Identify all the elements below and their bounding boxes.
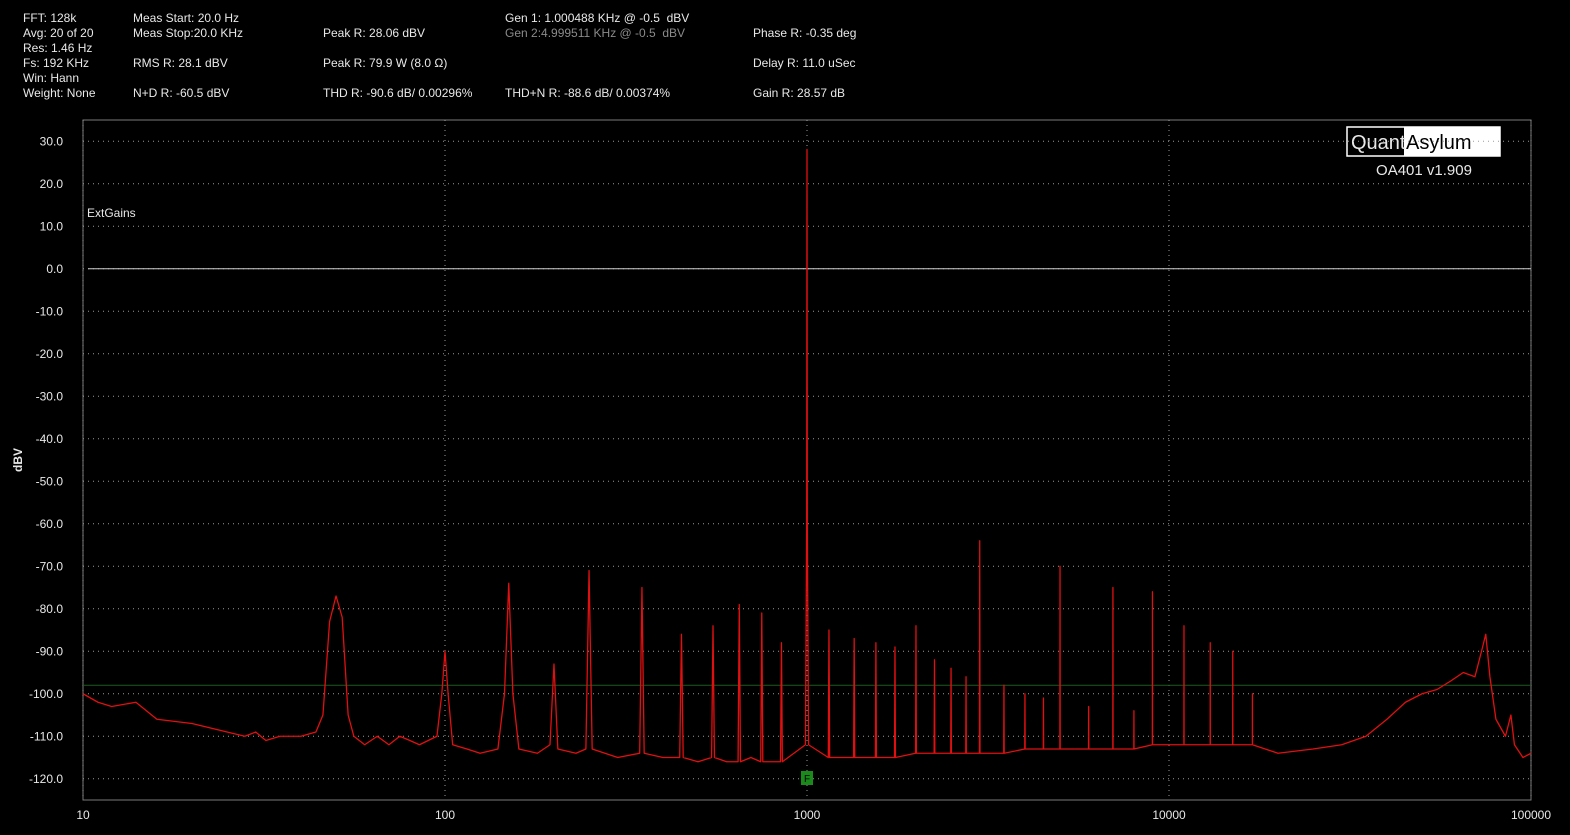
readout: Gen 2:4.999511 KHz @ -0.5 dBV [505,26,685,40]
readout: THD R: -90.6 dB/ 0.00296% [323,86,473,100]
logo-version: OA401 v1.909 [1376,162,1472,179]
readout: Meas Start: 20.0 Hz [133,11,239,25]
x-tick-label: 100 [435,808,455,822]
readout: Weight: None [23,86,96,100]
readout: Delay R: 11.0 uSec [753,56,856,70]
readout: Win: Hann [23,71,79,85]
readout: Gen 1: 1.000488 KHz @ -0.5 dBV [505,11,689,25]
y-tick-label: -40.0 [36,432,64,446]
y-tick-label: -70.0 [36,559,64,573]
y-tick-label: -30.0 [36,389,64,403]
spectrum-line [82,148,1532,763]
readout: RMS R: 28.1 dBV [133,56,228,70]
x-tick-label: 100000 [1511,808,1551,822]
logo-left: Quant [1351,132,1406,154]
y-tick-label: -120.0 [29,772,63,786]
y-tick-label: -60.0 [36,517,64,531]
y-tick-label: 0.0 [46,262,63,276]
y-tick-label: -100.0 [29,687,63,701]
readout: Phase R: -0.35 deg [753,26,856,40]
readout: FFT: 128k [23,11,77,25]
y-tick-label: -80.0 [36,602,64,616]
x-tick-label: 10 [76,808,90,822]
y-tick-label: -20.0 [36,347,64,361]
readout: Meas Stop:20.0 KHz [133,26,243,40]
readout: Peak R: 28.06 dBV [323,26,425,40]
readout: Gain R: 28.57 dB [753,86,845,100]
y-tick-label: 20.0 [40,177,64,191]
readout: Avg: 20 of 20 [23,26,94,40]
freq-marker [801,771,813,785]
y-tick-label: 10.0 [40,219,64,233]
readout: THD+N R: -88.6 dB/ 0.00374% [505,86,670,100]
x-tick-label: 1000 [794,808,821,822]
readout: Res: 1.46 Hz [23,41,92,55]
readout: N+D R: -60.5 dBV [133,86,229,100]
readout: Peak R: 79.9 W (8.0 Ω) [323,56,447,70]
logo-right: Asylum [1406,132,1472,154]
y-tick-label: -10.0 [36,304,64,318]
annotation: ExtGains [87,206,136,220]
y-tick-label: -50.0 [36,474,64,488]
readout: Fs: 192 KHz [23,56,89,70]
y-tick-label: -110.0 [30,729,63,743]
y-axis-label: dBV [11,448,25,472]
x-tick-label: 10000 [1152,808,1186,822]
freq-marker-label: F [804,774,810,785]
y-tick-label: -90.0 [36,644,64,658]
y-tick-label: 30.0 [40,134,64,148]
